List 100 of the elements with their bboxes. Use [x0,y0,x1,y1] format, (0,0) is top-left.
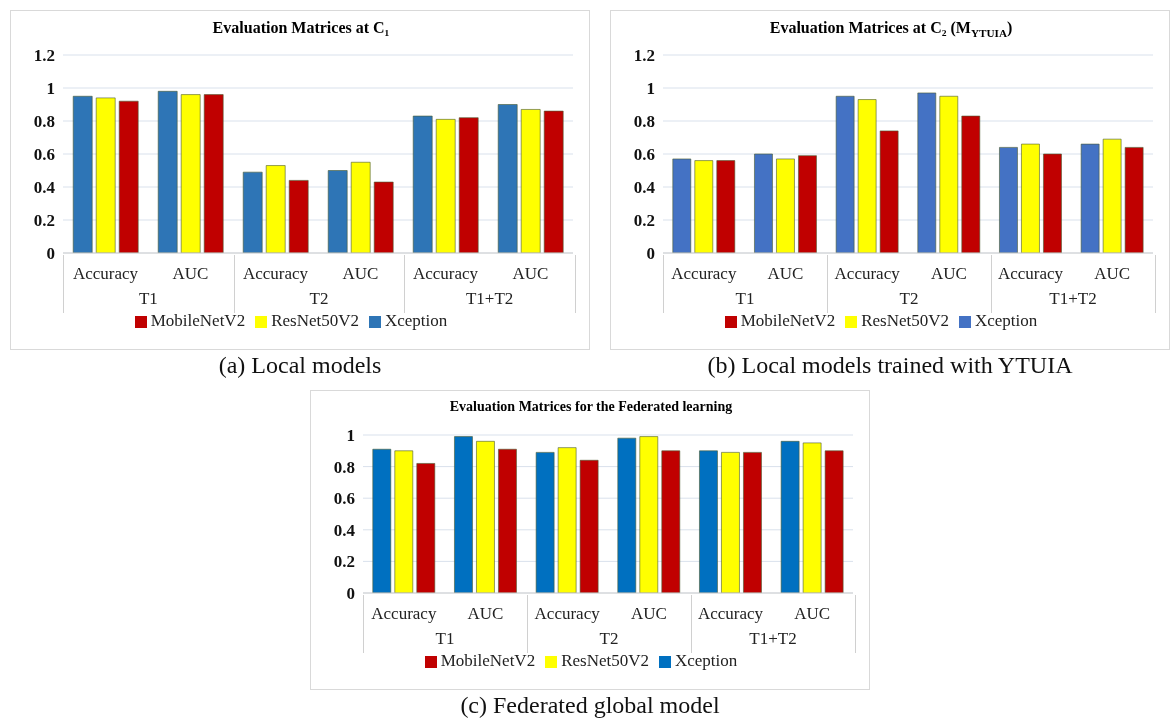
bar [180,94,201,253]
x-tick-label: AUC [767,264,804,284]
bar [543,110,564,253]
bar [661,450,681,593]
y-tick-label: 0.4 [33,178,56,198]
bar [394,450,414,593]
bar [327,170,348,253]
x-tick-label: Accuracy [997,264,1064,284]
bar [1021,143,1040,253]
bar [639,436,659,593]
bar [454,436,473,593]
bar [1124,147,1144,253]
x-tick-label: Accuracy [534,604,601,624]
bar [798,155,817,253]
bar [1102,138,1122,253]
x-tick-label: AUC [342,264,379,284]
y-tick-label: 0.2 [333,552,355,572]
legend-label: ResNet50V2 [861,311,949,330]
bar [373,181,394,253]
bar [535,452,555,593]
legend-label: MobileNetV2 [740,311,836,330]
x-tick-label: Accuracy [72,264,139,284]
y-tick-label: 0 [346,584,355,604]
bar [1043,153,1062,253]
bar [776,158,795,253]
text: T1+T2 [464,289,515,309]
y-tick-label: 0.4 [333,520,356,540]
bar [857,99,877,253]
y-tick-label: 0.8 [33,112,55,132]
bar [802,442,822,593]
text: T1 [734,289,756,309]
chart-title: Evaluation Matrices for the Federated learning [449,399,733,414]
x-tick-label: Accuracy [671,264,737,284]
x-tick-label: Accuracy [834,264,901,284]
y-tick-label: 0 [646,244,655,264]
bar [879,130,899,253]
legend-label: ResNet50V2 [561,651,649,670]
bar [754,153,773,253]
chart-title: Evaluation Matrices at C₁ [212,19,390,36]
text: T2 [898,289,920,309]
bar [435,119,456,253]
bar [939,95,959,253]
bar [372,448,392,593]
bar [961,115,981,253]
y-tick-label: 1 [46,79,55,99]
y-tick-label: 1 [646,79,655,99]
y-tick-label: 0.2 [33,211,55,231]
bar [617,437,637,593]
bar [416,463,436,593]
x-tick-label: AUC [1094,264,1131,284]
x-tick-label: AUC [794,604,831,624]
y-tick-label: 0.2 [633,211,655,231]
text: T1 [434,629,456,649]
bar [203,94,224,253]
x-tick-label: Accuracy [697,604,764,624]
x-tick-label: Accuracy [412,264,479,284]
y-tick-label: 0.8 [333,457,355,477]
text: T2 [598,629,620,649]
text: T1+T2 [748,629,798,649]
x-tick-label: Accuracy [371,604,437,624]
bar [694,160,714,253]
y-tick-label: 1 [346,426,355,446]
y-tick-label: 0.6 [633,145,655,165]
bar [917,92,937,253]
bar [672,158,692,253]
bar [824,450,844,593]
bar [72,95,93,253]
text: T1+T2 [1048,289,1098,309]
y-tick-label: 0.4 [633,178,656,198]
x-tick-label: Accuracy [242,264,309,284]
y-tick-label: 1.2 [633,46,655,66]
text: T1 [137,289,159,309]
x-tick-label: AUC [930,264,967,284]
legend-label: ResNet50V2 [271,311,359,330]
y-tick-label: 0.6 [333,489,355,509]
y-tick-label: 0 [46,244,55,264]
bar [497,104,518,253]
legend-label: Xception [384,311,448,330]
bar [265,165,286,253]
x-tick-label: AUC [512,264,549,284]
bar [498,448,517,593]
bar [242,171,263,253]
x-tick-label: AUC [172,264,209,284]
bar [458,117,479,253]
text: (a) Local models [217,352,383,379]
legend-label: MobileNetV2 [150,311,246,330]
y-tick-label: 1.2 [33,46,55,66]
bar [1080,143,1100,253]
text: T2 [308,289,330,309]
bar [412,115,433,253]
text: (b) Local models trained with YTUIA [706,352,1074,379]
bar [350,161,371,253]
bar [95,97,116,253]
legend-label: Xception [674,651,738,670]
x-tick-label: AUC [630,604,667,624]
bar [721,452,740,593]
legend-label: Xception [974,311,1038,330]
bar [743,452,762,593]
bar [716,160,736,253]
bar [118,100,139,253]
